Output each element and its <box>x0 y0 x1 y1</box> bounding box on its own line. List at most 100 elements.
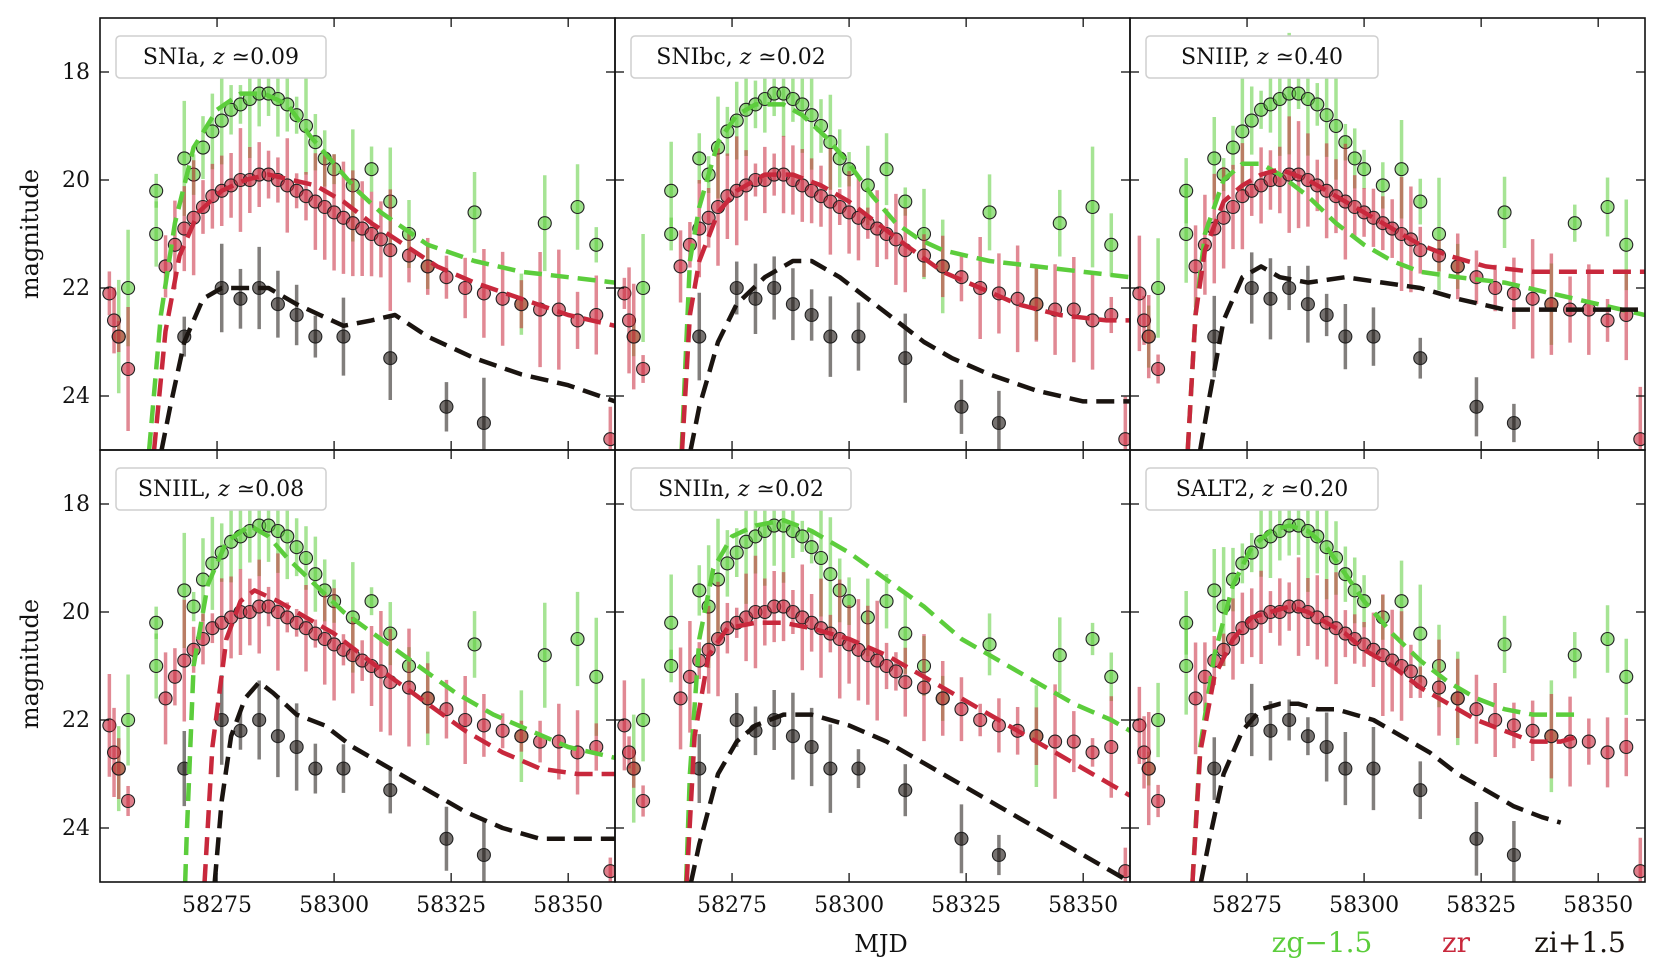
zr-data-point <box>636 793 651 809</box>
zi-data-point <box>336 329 351 344</box>
zr-data-point <box>1104 739 1119 755</box>
zg-fit-curve <box>182 523 615 882</box>
panel-snia: 18 20 22 24 SNIa, z ≃0.09 <box>62 17 616 451</box>
zr-data-point <box>973 712 988 728</box>
zg-data-point <box>692 583 707 598</box>
zg-data-point <box>589 237 604 252</box>
zr-data-point <box>701 210 716 225</box>
zg-data-point <box>720 556 735 571</box>
zg-data-point <box>1151 712 1166 728</box>
zr-data-point <box>1506 286 1521 301</box>
zr-data-point <box>1085 745 1100 760</box>
zr-data-point <box>1600 313 1615 328</box>
zg-data-point <box>149 658 164 674</box>
zi-data-point <box>851 761 866 776</box>
zi-data-point <box>823 329 838 344</box>
zi-fit-curve <box>159 285 615 450</box>
zg-data-point <box>1619 669 1634 684</box>
panel-plot-area <box>1132 32 1645 450</box>
zi-fit-curve <box>1197 264 1645 450</box>
zg-data-point <box>570 631 585 647</box>
x-tick-label: 58275 <box>182 893 252 918</box>
zi-data-point <box>252 712 267 728</box>
zi-data-point <box>851 329 866 344</box>
panel-frame <box>99 449 616 883</box>
zi-data-point <box>785 297 800 312</box>
redshift-symbol: z <box>212 45 225 70</box>
legend-zr: zr <box>1442 926 1471 959</box>
zi-data-point <box>289 307 304 323</box>
x-tick-label: 58325 <box>931 893 1001 918</box>
zg-data-point <box>1104 237 1119 252</box>
zr-data-point <box>1581 734 1596 749</box>
y-tick-label: 18 <box>62 60 90 85</box>
x-tick-label: 58300 <box>814 893 884 918</box>
zi-data-point <box>1244 280 1259 296</box>
zi-data-point <box>1207 761 1222 776</box>
panel-plot-area <box>617 468 1130 882</box>
zr-data-point <box>617 718 632 733</box>
zg-data-point <box>1207 151 1222 166</box>
zr-data-point <box>111 761 126 776</box>
zi-data-point <box>954 399 969 414</box>
zg-data-point <box>898 194 913 209</box>
panel-sniil: 18 20 22 24 58275 58300 58325 58350 SNIIL, z ≃0.… <box>62 449 616 918</box>
zi-data-point <box>1319 307 1334 323</box>
y-axis-label-top: magnitude <box>16 169 44 299</box>
zi-data-point <box>991 847 1006 863</box>
zg-data-point <box>1104 669 1119 684</box>
y-tick-label: 18 <box>62 492 90 517</box>
model-name: SNIIn, <box>658 477 738 502</box>
zi-data-point <box>729 712 744 728</box>
zi-data-point <box>476 847 491 863</box>
zr-data-point <box>1525 291 1540 306</box>
zg-data-point <box>186 599 201 614</box>
zg-fit-curve <box>146 91 615 450</box>
zg-data-point <box>195 140 211 155</box>
zr-data-point <box>1151 793 1166 809</box>
zg-data-point <box>280 529 295 544</box>
zr-data-point <box>935 691 950 706</box>
model-legend-label: SNIIL, z ≃0.08 <box>138 477 304 502</box>
zg-data-point <box>1235 124 1250 139</box>
panel-plot-area <box>102 475 615 882</box>
redshift-symbol: z <box>1256 45 1269 70</box>
zr-data-point <box>636 361 651 377</box>
model-legend-label: SNIbc, z ≃0.02 <box>656 45 825 70</box>
zg-data-point <box>1619 237 1634 252</box>
zr-data-point <box>898 675 913 690</box>
model-name: SALT2, <box>1176 477 1262 502</box>
x-axis-label: MJD <box>854 930 907 958</box>
redshift-value: ≃0.08 <box>230 477 304 502</box>
x-tick-label: 58300 <box>299 893 369 918</box>
zr-fit-curve <box>679 172 1130 450</box>
zr-fit-curve <box>1190 604 1581 882</box>
zr-data-point <box>383 243 398 258</box>
zr-data-point <box>1188 259 1203 274</box>
redshift-value: ≃0.20 <box>1274 477 1348 502</box>
zr-data-point <box>1488 280 1503 296</box>
zr-data-point <box>121 361 136 377</box>
zg-data-point <box>121 712 136 728</box>
zg-fit-curve <box>1190 523 1580 882</box>
zg-data-point <box>1497 637 1512 652</box>
zi-data-point <box>991 415 1006 431</box>
zg-data-point <box>1600 631 1615 647</box>
zi-fit-curve <box>688 712 1130 882</box>
zi-data-point <box>1413 351 1428 366</box>
model-legend-label: SNIIn, z ≃0.02 <box>658 477 824 502</box>
y-tick-label: 22 <box>62 708 90 733</box>
zg-data-point <box>1207 583 1222 598</box>
panel-grid: 18 20 22 24 SNIa, z ≃0.09 SNIbc, z ≃0.02 SNIIP… <box>62 17 1646 918</box>
zg-fit-curve <box>683 517 1130 882</box>
zr-data-point <box>1506 718 1521 733</box>
zg-data-point <box>1052 216 1067 231</box>
panel-frame <box>614 17 1131 451</box>
zr-data-point <box>1066 734 1081 749</box>
panel-frame <box>99 17 616 451</box>
zg-data-point <box>1052 648 1067 663</box>
zg-data-point <box>795 97 810 112</box>
panel-plot-area <box>617 50 1130 450</box>
zg-data-point <box>1567 216 1582 231</box>
zi-data-point <box>308 329 323 344</box>
